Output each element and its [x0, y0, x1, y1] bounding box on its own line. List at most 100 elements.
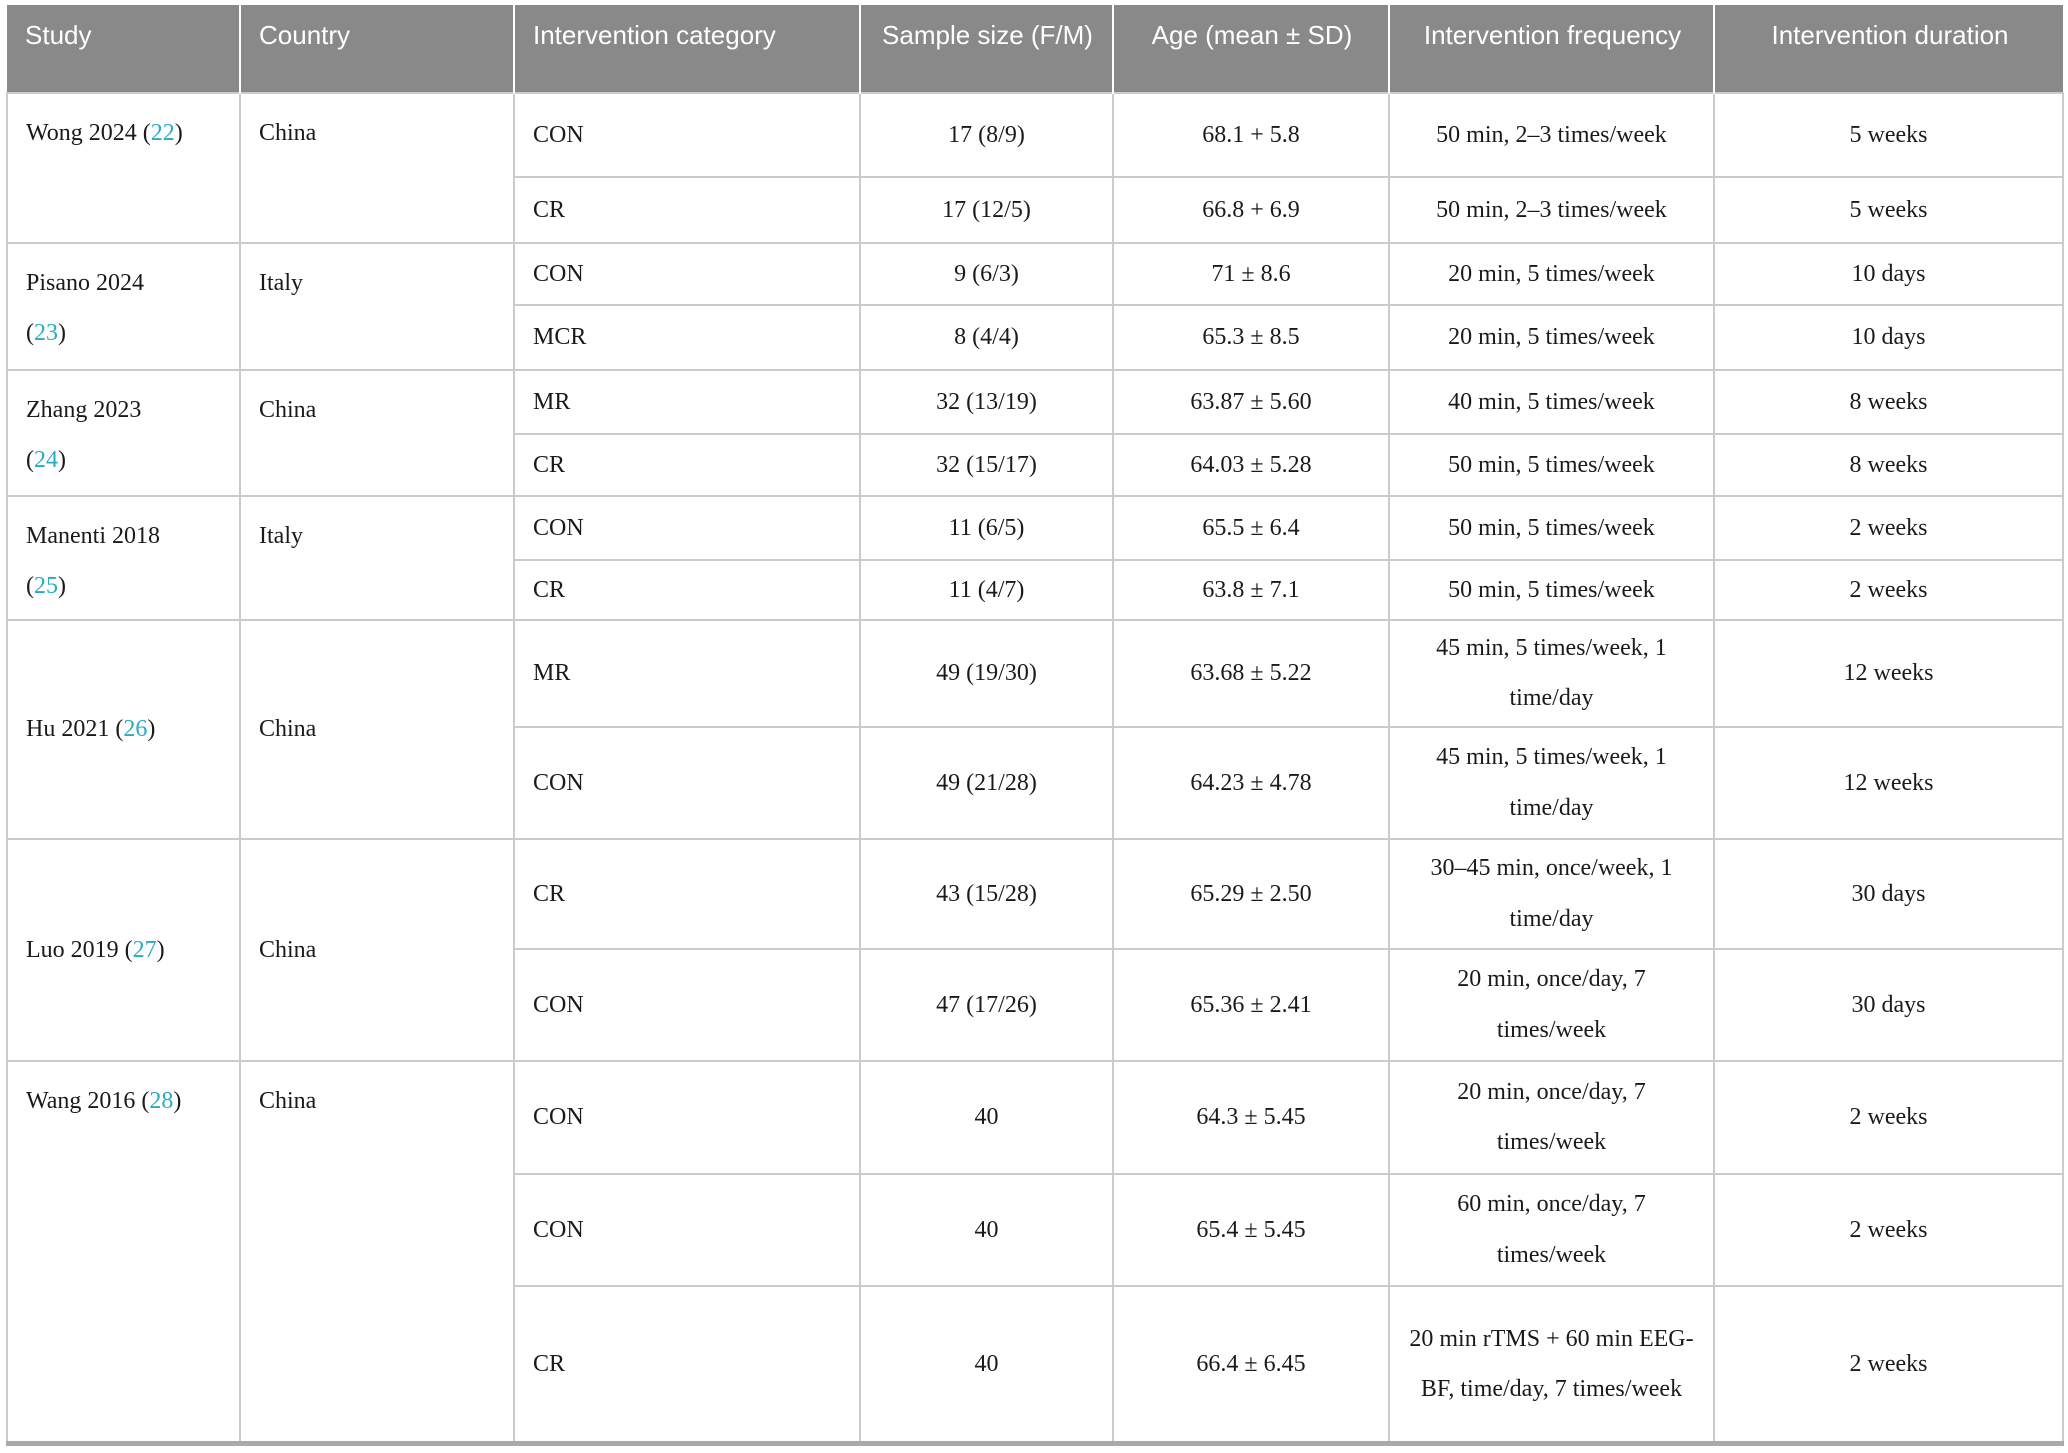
intervention-duration-cell: 2 weeks: [1713, 1059, 2064, 1175]
citation-link[interactable]: 25: [34, 573, 58, 600]
country-cell: China: [239, 369, 515, 497]
table-row: CR 17 (12/5) 66.8 + 6.9 50 min, 2–3 times/w…: [7, 176, 2064, 244]
age-cell: 63.8 ± 7.1: [1112, 559, 1390, 621]
column-header-sample-size-f-m: Sample size (F/M): [859, 5, 1113, 93]
table-row: CR 11 (4/7) 63.8 ± 7.1 50 min, 5 times/week…: [7, 559, 2064, 621]
column-header-age-mean-sd: Age (mean ± SD): [1112, 5, 1389, 93]
table-row: Manenti 2018 (25) Italy CON 11 (6/5) 65.5 ± 6…: [6, 495, 2064, 621]
citation-link[interactable]: 27: [132, 936, 157, 963]
age-cell: 64.23 ± 4.78: [1112, 725, 1390, 840]
sample-size-cell: 11 (6/5): [859, 495, 1114, 561]
age-cell: 66.8 + 6.9: [1112, 176, 1390, 244]
intervention-duration-cell: 30 days: [1713, 947, 2064, 1062]
intervention-category-cell: CON: [513, 725, 861, 840]
intervention-frequency-cell: 50 min, 5 times/week: [1388, 495, 1715, 561]
study-label: Pisano 2024: [26, 270, 145, 296]
age-cell: 68.1 + 5.8: [1112, 92, 1390, 178]
country-cell: China: [239, 619, 515, 840]
intervention-duration-cell: 10 days: [1713, 304, 2064, 371]
sample-size-cell: 17 (8/9): [859, 92, 1114, 178]
intervention-category-cell: CON: [513, 1059, 861, 1175]
study-cell-wong-2024: Wong 2024 (22): [6, 92, 241, 244]
header-row: Study Country Intervention category Sample …: [7, 5, 2063, 93]
intervention-frequency-cell: 20 min, 5 times/week: [1388, 304, 1715, 371]
citation-ref: (28): [141, 1087, 182, 1114]
intervention-frequency-cell: 60 min, once/day, 7 times/week: [1388, 1172, 1715, 1287]
sample-size-cell: 40: [859, 1284, 1114, 1445]
sample-size-cell: 8 (4/4): [859, 304, 1114, 371]
intervention-duration-cell: 10 days: [1713, 242, 2064, 306]
table-row: Pisano 2024 (23) Italy CON 9 (6/3) 71 ± 8.6 20…: [6, 242, 2064, 371]
intervention-duration-cell: 30 days: [1713, 837, 2064, 950]
sample-size-cell: 40: [859, 1172, 1114, 1287]
study-cell-hu-2021: Hu 2021 (26): [6, 619, 241, 840]
intervention-category-cell: CR: [513, 176, 861, 244]
study-label: Hu 2021: [26, 716, 110, 743]
sample-size-cell: 49 (19/30): [859, 619, 1114, 728]
age-cell: 63.87 ± 5.60: [1112, 369, 1390, 435]
citation-link[interactable]: 24: [34, 447, 58, 474]
study-cell-manenti-2018: Manenti 2018 (25): [6, 495, 241, 621]
table-row: CR 32 (15/17) 64.03 ± 5.28 50 min, 5 times/…: [7, 433, 2064, 497]
sample-size-cell: 40: [859, 1059, 1114, 1175]
citation-ref: (22): [142, 120, 183, 146]
table-row: Hu 2021 (26) China MR 49 (19/30) 63.68 ± 5.2…: [6, 619, 2064, 840]
age-cell: 64.03 ± 5.28: [1112, 433, 1390, 497]
intervention-category-cell: CON: [513, 1172, 861, 1287]
age-cell: 63.68 ± 5.22: [1112, 619, 1390, 728]
study-cell-wang-2016: Wang 2016 (28): [6, 1059, 241, 1445]
sample-size-cell: 9 (6/3): [859, 242, 1114, 306]
intervention-duration-cell: 5 weeks: [1713, 92, 2064, 178]
intervention-duration-cell: 2 weeks: [1713, 1172, 2064, 1287]
intervention-category-cell: CON: [513, 242, 861, 306]
intervention-category-cell: CR: [513, 433, 861, 497]
country-cell: China: [239, 92, 515, 244]
table-row: Zhang 2023 (24) China MR 32 (13/19) 63.87 ± 5…: [6, 369, 2064, 497]
country-cell: Italy: [239, 495, 515, 621]
citation-link[interactable]: 22: [150, 120, 175, 146]
intervention-duration-cell: 12 weeks: [1713, 619, 2064, 728]
sample-size-cell: 11 (4/7): [859, 559, 1114, 621]
study-label: Manenti 2018: [26, 523, 160, 549]
column-header-intervention-category: Intervention category: [513, 5, 860, 93]
citation-ref: (23): [26, 320, 66, 347]
intervention-duration-cell: 8 weeks: [1713, 369, 2064, 435]
age-cell: 65.4 ± 5.45: [1112, 1172, 1390, 1287]
column-header-study: Study: [7, 5, 240, 93]
table-body: Wong 2024 (22) China CON 17 (8/9) 68.1 + 5.8…: [6, 92, 2064, 1445]
intervention-frequency-cell: 20 min, once/day, 7 times/week: [1388, 947, 1715, 1062]
study-cell-luo-2019: Luo 2019 (27): [6, 837, 241, 1062]
age-cell: 65.29 ± 2.50: [1112, 837, 1390, 950]
intervention-frequency-cell: 20 min, 5 times/week: [1388, 242, 1715, 306]
age-cell: 66.4 ± 6.45: [1112, 1284, 1390, 1445]
intervention-category-cell: CR: [513, 559, 861, 621]
sample-size-cell: 32 (15/17): [859, 433, 1114, 497]
study-label: Luo 2019: [26, 936, 119, 963]
country-cell: China: [239, 1059, 515, 1445]
sample-size-cell: 47 (17/26): [859, 947, 1114, 1062]
table-row: MCR 8 (4/4) 65.3 ± 8.5 20 min, 5 times/week…: [7, 304, 2064, 371]
study-label: Zhang 2023: [26, 397, 142, 423]
intervention-frequency-cell: 50 min, 5 times/week: [1388, 433, 1715, 497]
intervention-category-cell: MR: [513, 619, 861, 728]
intervention-category-cell: MR: [513, 369, 861, 435]
intervention-frequency-cell: 50 min, 5 times/week: [1388, 559, 1715, 621]
citation-link[interactable]: 26: [123, 716, 148, 743]
citation-ref: (24): [26, 447, 66, 474]
studies-table: Study Country Intervention category Sample …: [6, 5, 2064, 1447]
intervention-frequency-cell: 45 min, 5 times/week, 1 time/day: [1388, 619, 1715, 728]
intervention-frequency-cell: 20 min rTMS + 60 min EEG-BF, time/day, 7…: [1388, 1284, 1715, 1445]
table-row: CON 49 (21/28) 64.23 ± 4.78 45 min, 5 times…: [7, 725, 2064, 840]
age-cell: 65.3 ± 8.5: [1112, 304, 1390, 371]
age-cell: 65.36 ± 2.41: [1112, 947, 1390, 1062]
citation-link[interactable]: 23: [34, 320, 58, 347]
sample-size-cell: 49 (21/28): [859, 725, 1114, 840]
intervention-category-cell: CON: [513, 92, 861, 178]
study-label: Wang 2016: [26, 1087, 136, 1114]
country-cell: Italy: [239, 242, 515, 371]
sample-size-cell: 32 (13/19): [859, 369, 1114, 435]
citation-link[interactable]: 28: [149, 1087, 174, 1114]
study-label: Wong 2024: [26, 120, 137, 146]
intervention-category-cell: CON: [513, 495, 861, 561]
